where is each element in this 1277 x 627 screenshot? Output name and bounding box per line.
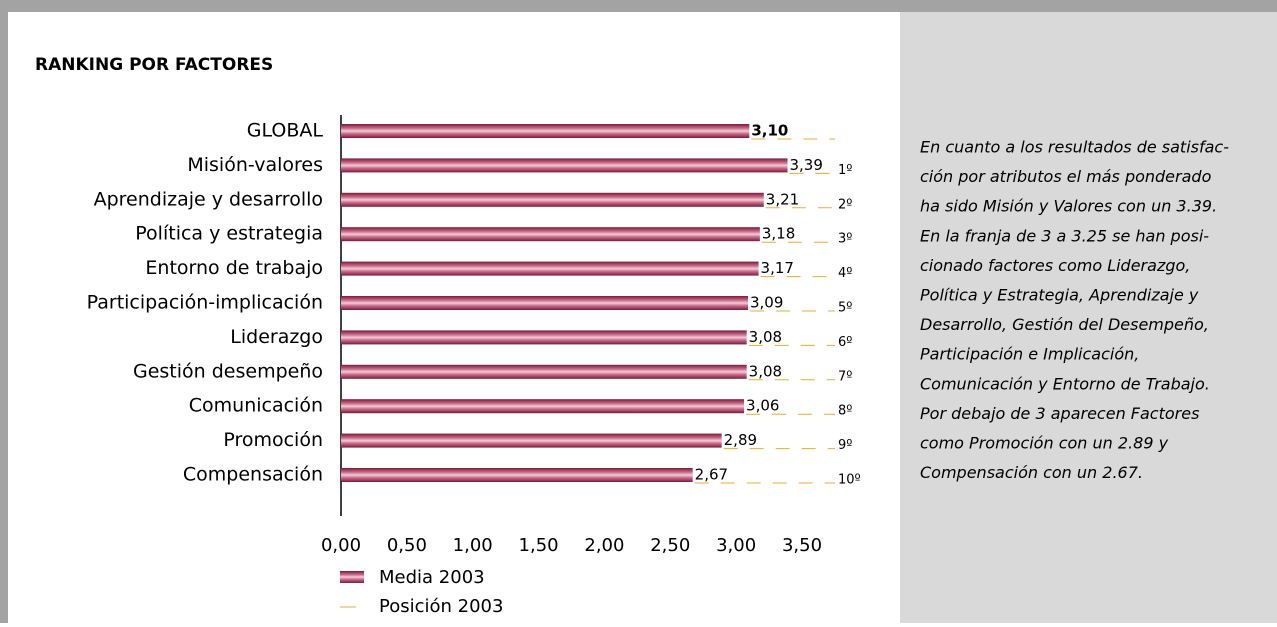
y-tick-label: Participación-implicación xyxy=(87,292,323,314)
x-tick-label: 3,50 xyxy=(782,535,822,556)
x-tick-label: 2,50 xyxy=(650,535,690,556)
value-label: 3,21 xyxy=(766,190,799,208)
x-tick-label: 3,00 xyxy=(716,535,756,556)
position-label: 6º xyxy=(838,335,852,350)
y-tick-label: Aprendizaje y desarrollo xyxy=(94,188,323,210)
x-tick-label: 2,00 xyxy=(584,535,624,556)
value-label: 3,18 xyxy=(762,225,795,243)
legend-label: Posición 2003 xyxy=(379,596,503,617)
sidebar-text: como Promoción con un 2.89 y xyxy=(920,434,1169,453)
sidebar-text: cionado factores como Liderazgo, xyxy=(920,256,1190,275)
legend-swatch xyxy=(340,571,364,583)
value-label: 3,06 xyxy=(746,397,779,415)
value-label: 3,39 xyxy=(790,156,823,174)
value-label: 3,08 xyxy=(749,328,782,346)
bar xyxy=(341,399,745,414)
value-label: 3,09 xyxy=(750,294,783,312)
position-label: 9º xyxy=(838,438,852,453)
value-label: 2,89 xyxy=(724,431,757,449)
x-tick-label: 0,50 xyxy=(387,535,427,556)
y-tick-label: Promoción xyxy=(223,429,323,451)
sidebar-text: Por debajo de 3 aparecen Factores xyxy=(920,404,1199,423)
value-label: 2,67 xyxy=(695,466,728,484)
top-border xyxy=(0,0,1277,12)
y-tick-label: Comunicación xyxy=(189,395,323,417)
x-tick-label: 1,50 xyxy=(519,535,559,556)
value-label: 3,10 xyxy=(751,122,788,140)
bar xyxy=(341,468,693,482)
sidebar-text: Política y Estrategia, Aprendizaje y xyxy=(920,286,1199,305)
bar xyxy=(341,227,760,242)
bar xyxy=(341,364,747,379)
sidebar-panel xyxy=(900,12,1277,623)
sidebar-text: En cuanto a los resultados de satisfac- xyxy=(920,138,1229,157)
position-label: 7º xyxy=(838,369,852,384)
position-label: 2º xyxy=(838,197,852,212)
y-tick-label: Liderazgo xyxy=(230,326,323,348)
bar xyxy=(341,192,764,207)
bar xyxy=(341,124,750,138)
x-tick-label: 1,00 xyxy=(453,535,493,556)
y-tick-label: Gestión desempeño xyxy=(133,360,323,382)
bar xyxy=(341,330,747,345)
bar xyxy=(341,296,748,310)
bar xyxy=(341,433,722,448)
y-tick-label: GLOBAL xyxy=(247,120,324,142)
sidebar-text: Desarrollo, Gestión del Desempeño, xyxy=(920,315,1209,334)
y-tick-label: Política y estrategia xyxy=(135,223,323,245)
sidebar-text: Participación e Implicación, xyxy=(920,345,1139,364)
bar xyxy=(341,261,759,276)
y-tick-label: Misión-valores xyxy=(187,154,323,176)
y-tick-label: Compensación xyxy=(183,464,323,486)
x-tick-label: 0,00 xyxy=(321,535,361,556)
position-label: 5º xyxy=(838,301,852,316)
sidebar-text: Comunicación y Entorno de Trabajo. xyxy=(920,374,1210,393)
sidebar-text: ción por atributos el más ponderado xyxy=(920,167,1212,186)
value-label: 3,17 xyxy=(761,259,794,277)
position-label: 1º xyxy=(838,163,852,178)
y-tick-label: Entorno de trabajo xyxy=(145,257,323,279)
bar xyxy=(341,158,788,173)
position-label: 4º xyxy=(838,266,852,281)
value-label: 3,08 xyxy=(749,362,782,380)
position-label: 3º xyxy=(838,232,852,247)
sidebar-text: ha sido Misión y Valores con un 3.39. xyxy=(920,197,1217,216)
left-border xyxy=(0,0,8,623)
position-label: 10º xyxy=(838,473,861,488)
sidebar-text: En la franja de 3 a 3.25 se han posi- xyxy=(920,226,1209,245)
sidebar-text: Compensación con un 2.67. xyxy=(920,463,1143,482)
position-label: 8º xyxy=(838,404,852,419)
legend-label: Media 2003 xyxy=(379,567,485,588)
chart-title: RANKING POR FACTORES xyxy=(35,55,273,75)
